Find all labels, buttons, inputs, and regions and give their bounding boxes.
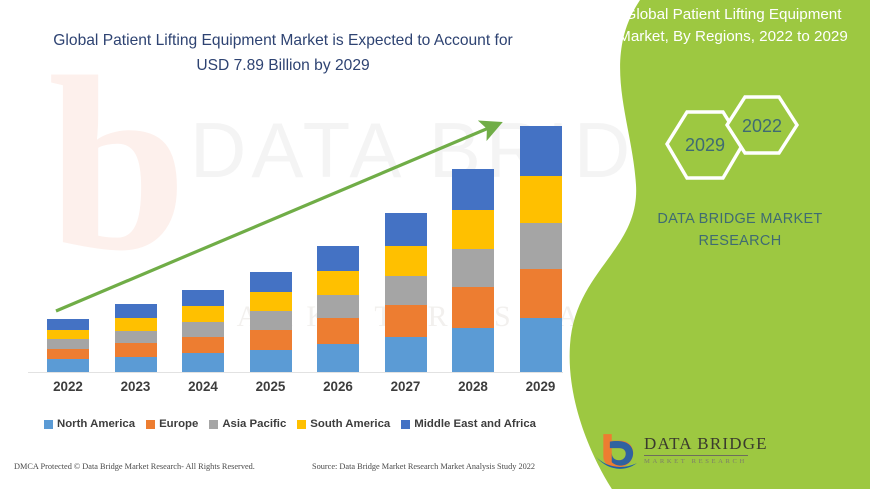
bar-2023 — [114, 304, 157, 372]
segment-north-america-2028 — [452, 327, 494, 372]
segment-middle-east-and-africa-2027 — [384, 212, 427, 246]
segment-asia-pacific-2023 — [114, 331, 157, 343]
bar-2029 — [519, 126, 562, 372]
data-bridge-logo-text: DATA BRIDGE MARKET RESEARCH — [644, 434, 768, 465]
bar-series-container — [47, 126, 562, 372]
segment-south-america-2023 — [114, 318, 157, 332]
segment-middle-east-and-africa-2028 — [452, 169, 494, 211]
segment-south-america-2025 — [249, 292, 292, 312]
logo-name: DATA BRIDGE — [644, 434, 768, 453]
segment-north-america-2026 — [317, 343, 359, 372]
footer-dmca-notice: DMCA Protected © Data Bridge Market Rese… — [14, 462, 255, 471]
logo-underline — [644, 455, 748, 456]
segment-europe-2027 — [384, 305, 427, 337]
legend-item-middle-east-and-africa[interactable]: Middle East and Africa — [401, 418, 536, 430]
segment-europe-2029 — [519, 268, 562, 319]
segment-south-america-2028 — [452, 210, 494, 250]
legend-swatch-icon — [209, 419, 219, 429]
legend-swatch-icon — [146, 419, 156, 429]
hexagon-2029-label: 2029 — [685, 135, 725, 155]
x-axis-label-2022: 2022 — [53, 379, 83, 394]
x-axis-label-2025: 2025 — [255, 379, 286, 394]
legend-label: Europe — [159, 418, 199, 430]
segment-asia-pacific-2027 — [384, 275, 427, 306]
segment-north-america-2029 — [519, 318, 562, 372]
panel-title: Global Patient Lifting Equipment Market,… — [618, 6, 848, 45]
segment-europe-2028 — [452, 286, 494, 328]
segment-middle-east-and-africa-2026 — [317, 245, 359, 272]
segment-north-america-2025 — [249, 349, 292, 372]
x-axis-label-2029: 2029 — [525, 379, 556, 394]
segment-middle-east-and-africa-2029 — [519, 126, 562, 177]
legend-label: North America — [57, 418, 136, 430]
segment-middle-east-and-africa-2025 — [249, 272, 292, 293]
segment-north-america-2023 — [114, 356, 157, 372]
bar-2022 — [47, 319, 89, 372]
bar-2025 — [249, 272, 292, 372]
bar-2027 — [384, 212, 427, 372]
chart-plot-area: 2022 2023 2024 2025 2026 2027 2028 2029 — [28, 120, 563, 394]
segment-north-america-2027 — [384, 336, 427, 372]
data-bridge-logo-mark — [594, 428, 794, 474]
segment-europe-2023 — [114, 342, 157, 357]
legend-item-asia-pacific[interactable]: Asia Pacific — [209, 418, 286, 430]
segment-north-america-2022 — [47, 359, 89, 372]
segment-south-america-2022 — [47, 329, 89, 340]
x-axis-label-2028: 2028 — [458, 379, 488, 394]
bar-2028 — [452, 169, 494, 372]
chart-legend: North America Europe Asia Pacific South Ame… — [0, 418, 580, 430]
legend-swatch-icon — [297, 419, 307, 429]
segment-south-america-2024 — [182, 306, 224, 322]
logo-tagline: MARKET RESEARCH — [644, 458, 747, 465]
segment-asia-pacific-2029 — [519, 223, 562, 269]
hexagon-2022 — [724, 95, 800, 155]
segment-middle-east-and-africa-2024 — [182, 290, 224, 307]
segment-south-america-2026 — [317, 271, 359, 295]
hexagon-group: 2029 2022 — [655, 92, 835, 197]
segment-europe-2026 — [317, 318, 359, 344]
segment-asia-pacific-2024 — [182, 321, 224, 337]
legend-label: Middle East and Africa — [414, 418, 536, 430]
segment-south-america-2029 — [519, 176, 562, 224]
segment-north-america-2024 — [182, 353, 224, 372]
segment-asia-pacific-2025 — [249, 311, 292, 330]
bar-2026 — [317, 245, 359, 372]
x-axis-label-2024: 2024 — [188, 379, 218, 394]
legend-label: South America — [310, 418, 391, 430]
x-axis-label-2026: 2026 — [323, 379, 353, 394]
segment-middle-east-and-africa-2022 — [47, 319, 89, 330]
legend-item-south-america[interactable]: South America — [297, 418, 390, 430]
bar-2024 — [182, 290, 224, 372]
legend-item-north-america[interactable]: North America — [44, 418, 135, 430]
segment-europe-2024 — [182, 336, 224, 354]
legend-swatch-icon — [401, 419, 411, 429]
legend-swatch-icon — [44, 419, 53, 429]
segment-asia-pacific-2028 — [452, 249, 494, 287]
segment-europe-2025 — [249, 329, 292, 350]
panel-brand-text: DATA BRIDGE MARKET RESEARCH — [657, 211, 823, 249]
x-axis-line — [28, 372, 563, 373]
segment-south-america-2027 — [384, 245, 427, 276]
x-axis-label-2023: 2023 — [120, 379, 151, 394]
segment-middle-east-and-africa-2023 — [114, 304, 157, 319]
segment-asia-pacific-2022 — [47, 339, 89, 349]
chart-title: Global Patient Lifting Equipment Market … — [53, 32, 513, 74]
hexagon-2022-label: 2022 — [742, 116, 782, 136]
x-axis-label-2027: 2027 — [390, 379, 421, 394]
legend-item-europe[interactable]: Europe — [146, 418, 198, 430]
segment-asia-pacific-2026 — [317, 294, 359, 319]
footer-source-note: Source: Data Bridge Market Research Mark… — [312, 462, 536, 471]
segment-europe-2022 — [47, 348, 89, 360]
legend-label: Asia Pacific — [222, 418, 287, 430]
